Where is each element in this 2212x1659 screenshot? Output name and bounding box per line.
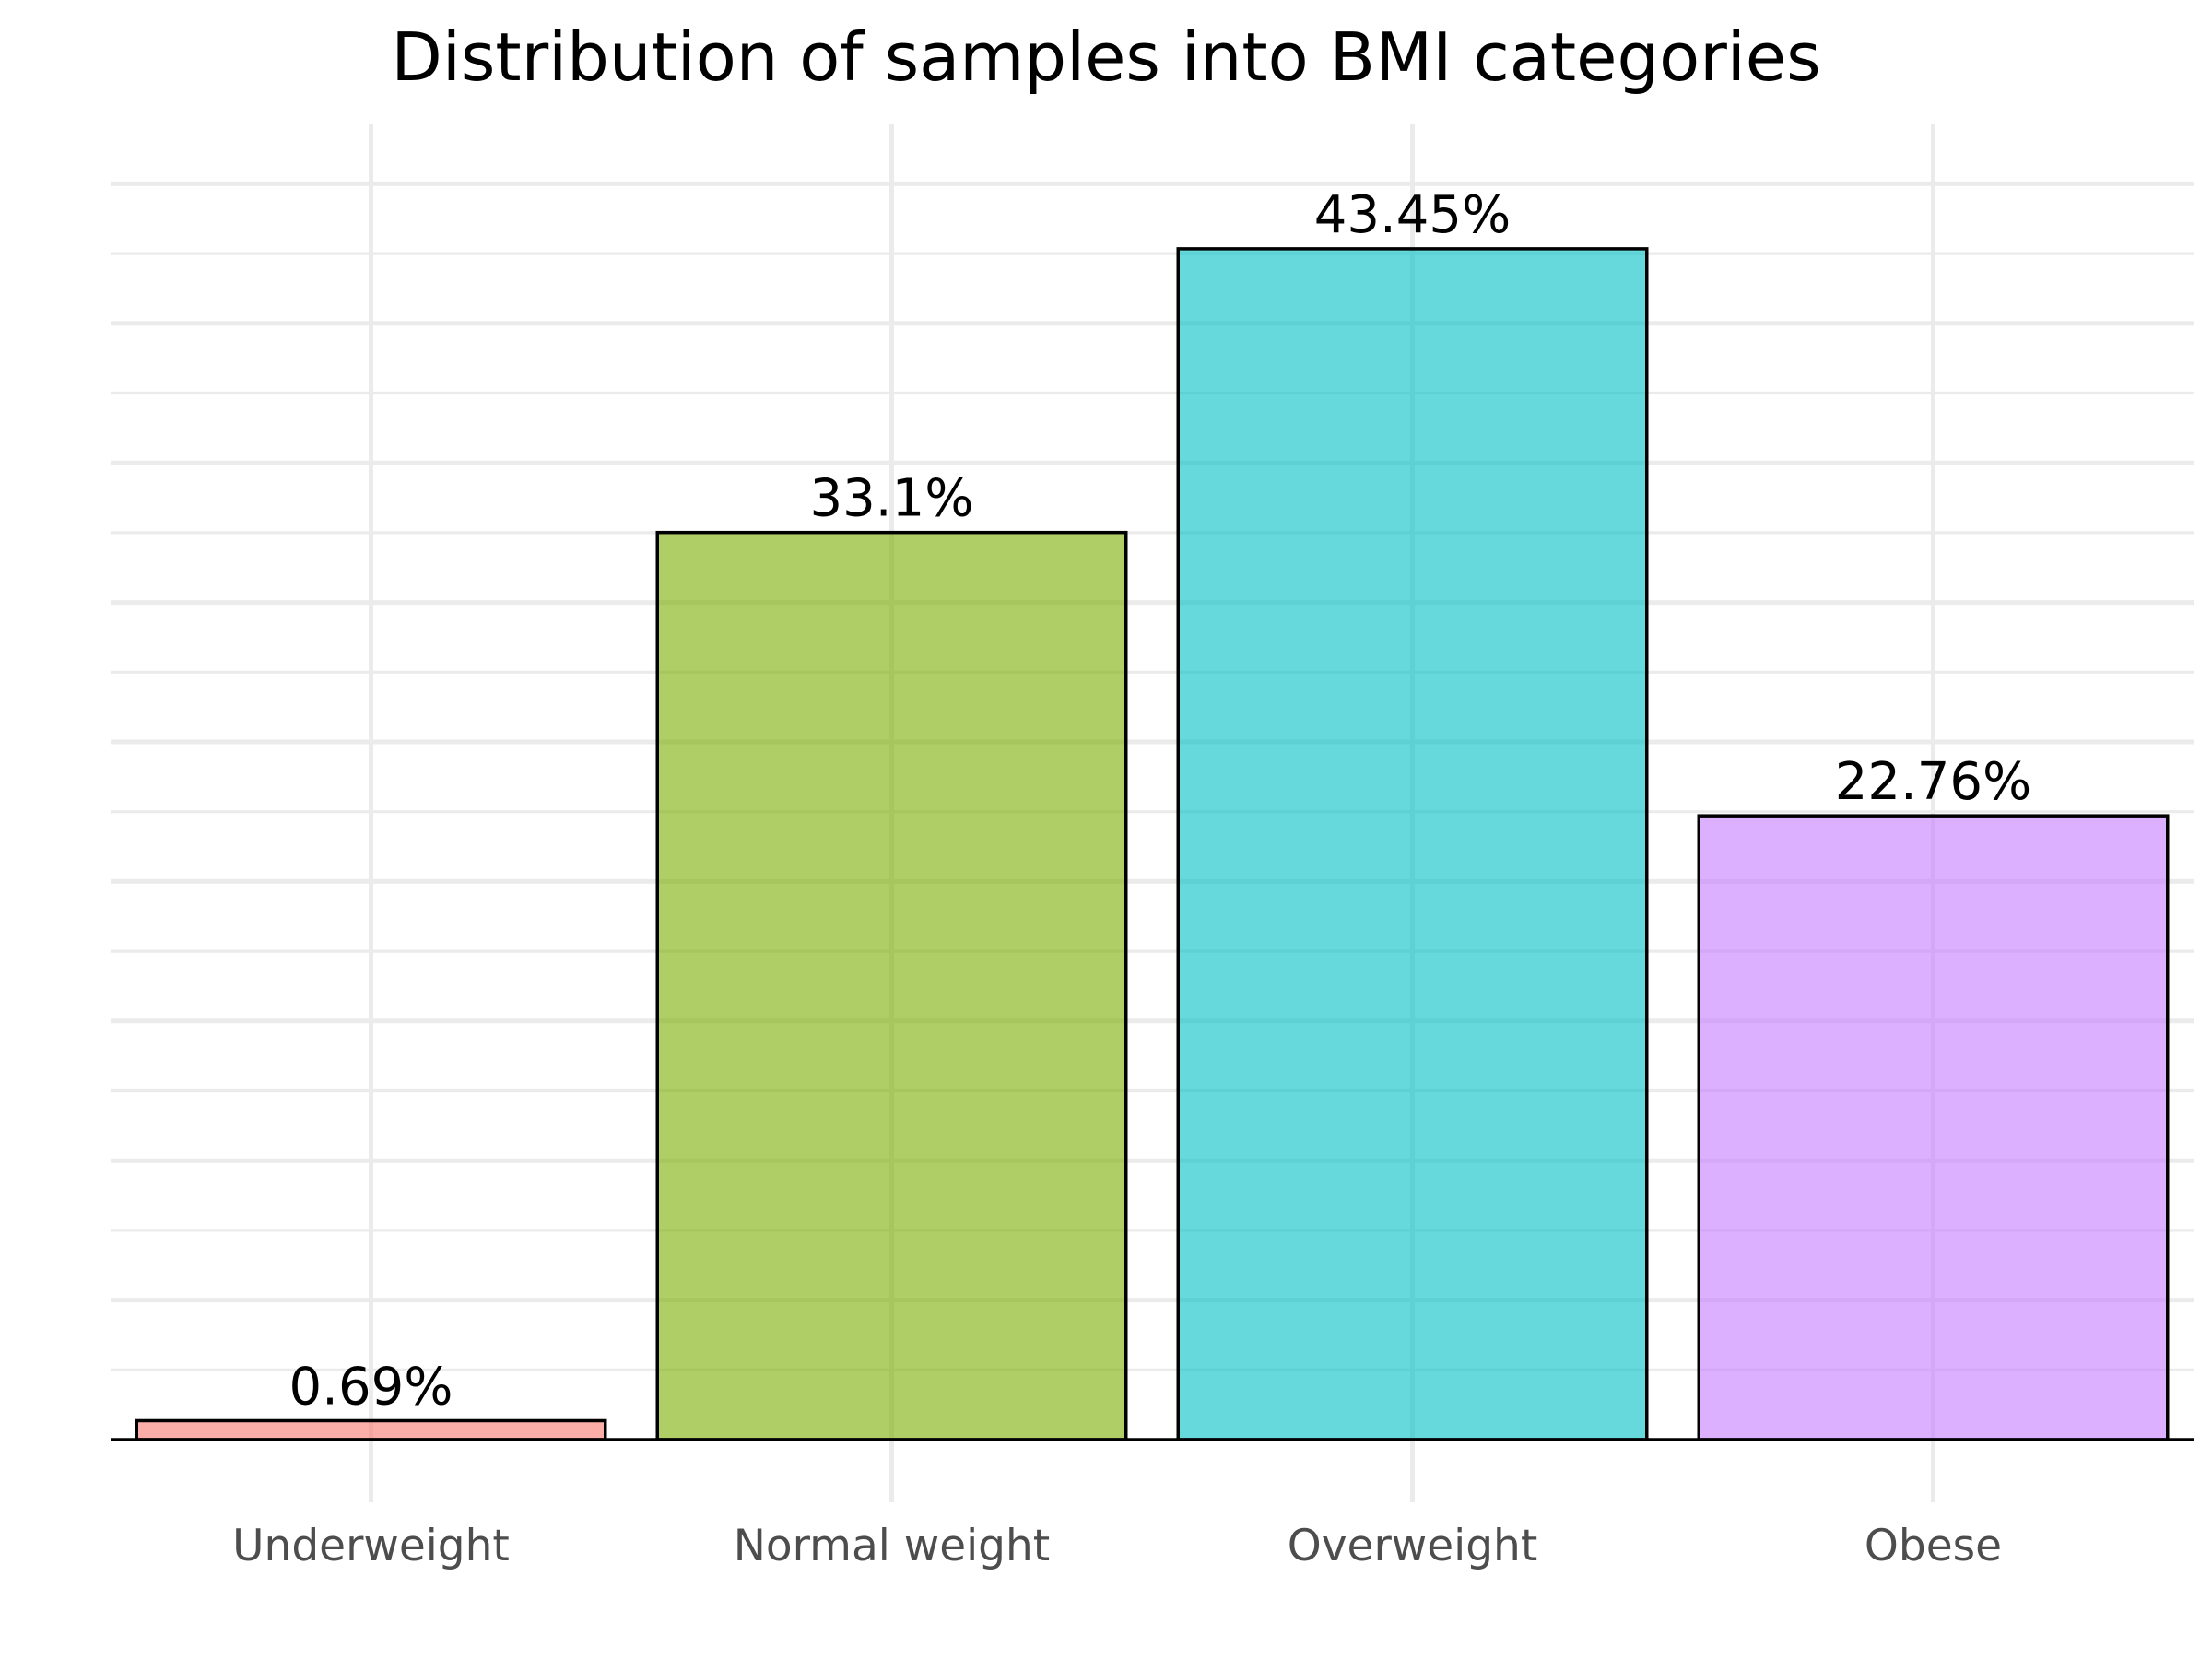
value-label: 43.45% <box>1314 185 1512 245</box>
x-tick-label: Normal weight <box>734 1521 1050 1571</box>
x-tick-label: Overweight <box>1288 1521 1538 1571</box>
x-tick-labels: Underweight Normal weight Overweight Obese <box>232 1521 2002 1571</box>
value-label: 22.76% <box>1835 752 2032 812</box>
value-label: 0.69% <box>289 1357 453 1417</box>
bar-underweight <box>135 1418 607 1441</box>
chart-title: Distribution of samples into BMI categor… <box>391 18 1821 96</box>
bar-normal-weight <box>655 530 1128 1441</box>
value-label: 33.1% <box>810 469 974 529</box>
bars <box>135 247 2170 1441</box>
value-labels: 0.69% 33.1% 43.45% 22.76% <box>289 185 2032 1418</box>
bar-obese <box>1697 814 2170 1441</box>
x-tick-label: Underweight <box>232 1521 510 1571</box>
x-tick-label: Obese <box>1865 1521 2002 1571</box>
bar-overweight <box>1176 247 1649 1441</box>
